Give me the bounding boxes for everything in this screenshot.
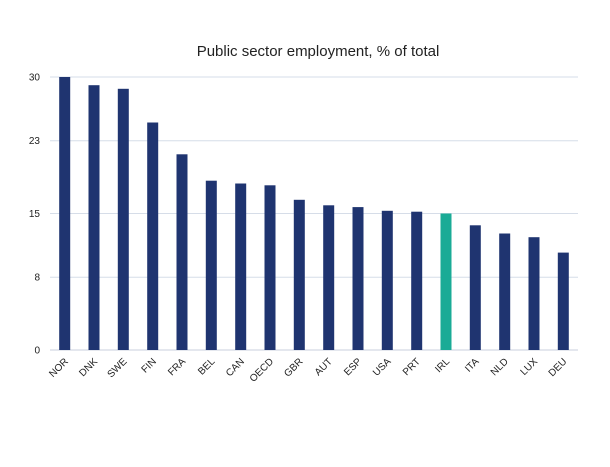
x-tick-label: FIN	[140, 356, 159, 375]
bar-ita	[469, 225, 481, 350]
x-tick-label: AUT	[313, 356, 335, 378]
y-tick-label: 15	[29, 209, 41, 220]
bar-fin	[147, 122, 159, 350]
bar-deu	[557, 252, 569, 350]
bar-lux	[528, 237, 540, 350]
x-tick-label: IRL	[433, 356, 452, 375]
x-axis-ticks: NOR DNK SWE FIN FRA BEL CAN OECD GBR AUT ESP USA PRT…	[47, 356, 569, 385]
y-tick-label: 0	[34, 346, 40, 357]
y-tick-label: 8	[34, 273, 40, 284]
bar-fra	[176, 154, 188, 350]
bar-nor	[59, 77, 71, 350]
chart-title: Public sector employment, % of total	[197, 43, 440, 60]
bar-dnk	[88, 85, 100, 350]
y-axis-ticks: 0 8 15 23 30	[29, 73, 41, 357]
x-tick-label: BEL	[196, 356, 217, 377]
bars	[59, 77, 569, 351]
bar-swe	[117, 88, 129, 351]
y-tick-label: 30	[29, 73, 41, 84]
x-tick-label: PRT	[401, 356, 423, 378]
x-tick-label: FRA	[166, 356, 188, 378]
x-tick-label: DNK	[77, 356, 100, 379]
x-tick-label: SWE	[106, 356, 130, 380]
x-tick-label: NLD	[489, 356, 511, 378]
x-tick-label: GBR	[282, 356, 305, 379]
x-tick-label: USA	[371, 356, 394, 379]
x-tick-label: ITA	[463, 356, 481, 374]
x-tick-label: NOR	[47, 356, 71, 380]
bar-prt	[411, 211, 423, 350]
bar-gbr	[293, 199, 305, 350]
bar-esp	[352, 207, 364, 350]
bar-can	[235, 183, 247, 350]
bar-nld	[499, 233, 511, 350]
x-tick-label: OECD	[248, 356, 276, 384]
x-tick-label: ESP	[342, 356, 364, 378]
y-tick-label: 23	[29, 136, 41, 147]
bar-usa	[381, 210, 393, 350]
x-tick-label: DEU	[547, 356, 570, 379]
x-tick-label: CAN	[224, 356, 247, 379]
bar-aut	[323, 205, 335, 350]
bar-bel	[205, 180, 217, 350]
x-tick-label: LUX	[519, 356, 541, 378]
bar-irl	[440, 213, 452, 350]
bar-oecd	[264, 185, 276, 350]
gridlines	[50, 76, 578, 351]
